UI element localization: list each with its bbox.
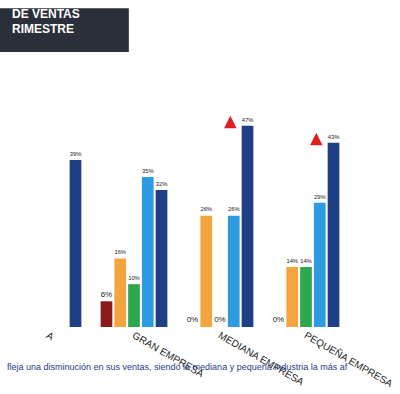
svg-text:35%: 35% bbox=[142, 168, 154, 174]
svg-text:14%: 14% bbox=[286, 258, 298, 264]
svg-text:26%: 26% bbox=[228, 206, 240, 212]
svg-text:fleja una disminución en sus v: fleja una disminución en sus ventas, sie… bbox=[7, 362, 348, 372]
svg-text:14%: 14% bbox=[300, 258, 312, 264]
svg-text:MEDIANA EMPRESA: MEDIANA EMPRESA bbox=[217, 330, 307, 388]
svg-text:DE VENTASRIMESTRE: DE VENTASRIMESTRE bbox=[12, 7, 80, 37]
svg-text:47%: 47% bbox=[242, 117, 254, 123]
svg-text:0%: 0% bbox=[273, 315, 285, 324]
svg-text:0%: 0% bbox=[214, 315, 226, 324]
svg-text:GRAN EMPRESA: GRAN EMPRESA bbox=[131, 330, 207, 380]
svg-text:A: A bbox=[45, 330, 57, 343]
svg-text:43%: 43% bbox=[328, 134, 340, 140]
svg-text:32%: 32% bbox=[156, 181, 168, 187]
svg-text:0%: 0% bbox=[187, 315, 199, 324]
svg-text:10%: 10% bbox=[128, 275, 140, 281]
svg-text:26%: 26% bbox=[200, 206, 212, 212]
svg-text:6%: 6% bbox=[101, 290, 113, 299]
svg-text:29%: 29% bbox=[314, 194, 326, 200]
svg-text:39%: 39% bbox=[70, 151, 82, 157]
svg-text:16%: 16% bbox=[114, 249, 126, 255]
svg-text:PEQUEÑA EMPRESA: PEQUEÑA EMPRESA bbox=[303, 329, 396, 390]
